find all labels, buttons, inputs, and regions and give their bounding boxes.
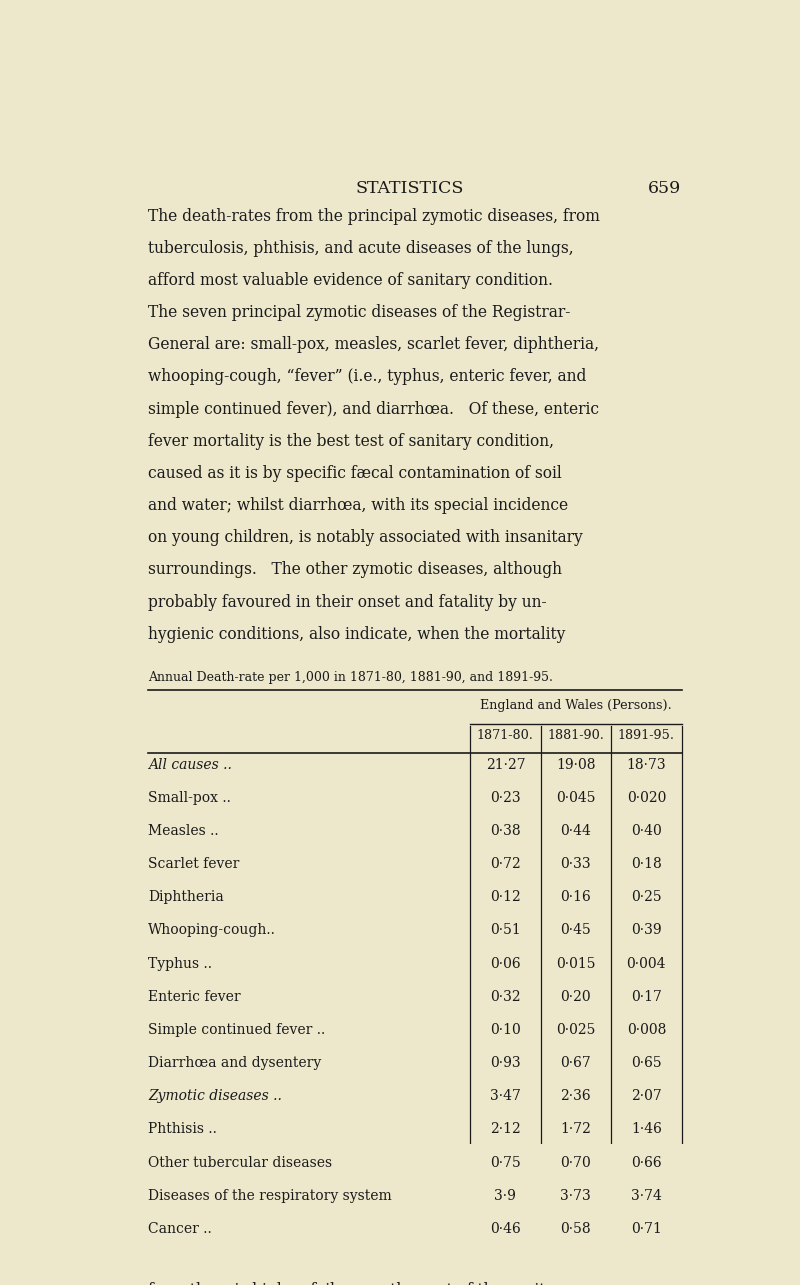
Text: 0·40: 0·40 [631,824,662,838]
Text: Enteric fever: Enteric fever [148,989,241,1004]
Text: 21·27: 21·27 [486,758,525,772]
Text: 0·020: 0·020 [626,790,666,804]
Text: Diseases of the respiratory system: Diseases of the respiratory system [148,1189,392,1203]
Text: Whooping-cough..: Whooping-cough.. [148,924,276,938]
Text: 0·015: 0·015 [556,956,595,970]
Text: 1·46: 1·46 [631,1122,662,1136]
Text: caused as it is by specific fæcal contamination of soil: caused as it is by specific fæcal contam… [148,465,562,482]
Text: The death-rates from the principal zymotic diseases, from: The death-rates from the principal zymot… [148,208,600,225]
Text: STATISTICS: STATISTICS [356,180,464,197]
Text: 0·72: 0·72 [490,857,521,871]
Text: 0·10: 0·10 [490,1023,521,1037]
Text: Scarlet fever: Scarlet fever [148,857,240,871]
Text: 0·45: 0·45 [561,924,591,938]
Text: 0·71: 0·71 [631,1222,662,1236]
Text: 0·06: 0·06 [490,956,521,970]
Text: 0·70: 0·70 [561,1155,591,1169]
Text: 0·025: 0·025 [556,1023,595,1037]
Text: 0·33: 0·33 [561,857,591,871]
Text: surroundings.   The other zymotic diseases, although: surroundings. The other zymotic diseases… [148,562,562,578]
Text: 0·44: 0·44 [561,824,591,838]
Text: England and Wales (Persons).: England and Wales (Persons). [480,699,672,712]
Text: 0·20: 0·20 [561,989,591,1004]
Text: Simple continued fever ..: Simple continued fever .. [148,1023,326,1037]
Text: Typhus ..: Typhus .. [148,956,212,970]
Text: 0·75: 0·75 [490,1155,521,1169]
Text: 1881-90.: 1881-90. [547,729,604,741]
Text: simple continued fever), and diarrhœa.   Of these, enteric: simple continued fever), and diarrhœa. O… [148,401,599,418]
Text: 2·07: 2·07 [631,1090,662,1104]
Text: 0·67: 0·67 [561,1056,591,1070]
Text: 0·18: 0·18 [631,857,662,871]
Text: 3·47: 3·47 [490,1090,521,1104]
Text: 1871-80.: 1871-80. [477,729,534,741]
Text: fever mortality is the best test of sanitary condition,: fever mortality is the best test of sani… [148,433,554,450]
Text: 0·004: 0·004 [626,956,666,970]
Text: tuberculosis, phthisis, and acute diseases of the lungs,: tuberculosis, phthisis, and acute diseas… [148,240,574,257]
Text: Other tubercular diseases: Other tubercular diseases [148,1155,333,1169]
Text: on young children, is notably associated with insanitary: on young children, is notably associated… [148,529,583,546]
Text: All causes ..: All causes .. [148,758,232,772]
Text: The seven principal zymotic diseases of the Registrar-: The seven principal zymotic diseases of … [148,305,570,321]
Text: Annual Death-rate per 1,000 in 1871-80, 1881-90, and 1891-95.: Annual Death-rate per 1,000 in 1871-80, … [148,671,554,684]
Text: 3·74: 3·74 [631,1189,662,1203]
Text: 0·66: 0·66 [631,1155,662,1169]
Text: 0·32: 0·32 [490,989,521,1004]
Text: 0·38: 0·38 [490,824,521,838]
Text: 18·73: 18·73 [626,758,666,772]
Text: 0·39: 0·39 [631,924,662,938]
Text: 2·36: 2·36 [561,1090,591,1104]
Text: 0·25: 0·25 [631,891,662,905]
Text: 1891-95.: 1891-95. [618,729,675,741]
Text: Measles ..: Measles .. [148,824,219,838]
Text: 0·23: 0·23 [490,790,521,804]
Text: 3·9: 3·9 [494,1189,516,1203]
Text: 0·65: 0·65 [631,1056,662,1070]
Text: 0·12: 0·12 [490,891,521,905]
Text: 0·46: 0·46 [490,1222,521,1236]
Text: 0·51: 0·51 [490,924,521,938]
Text: Small-pox ..: Small-pox .. [148,790,231,804]
Text: whooping-cough, “fever” (i.e., typhus, enteric fever, and: whooping-cough, “fever” (i.e., typhus, e… [148,369,586,386]
Text: Phthisis ..: Phthisis .. [148,1122,218,1136]
Text: 0·93: 0·93 [490,1056,521,1070]
Text: 19·08: 19·08 [556,758,595,772]
Text: 0·58: 0·58 [561,1222,591,1236]
Text: Diphtheria: Diphtheria [148,891,224,905]
Text: 3·73: 3·73 [561,1189,591,1203]
Text: from them is high, a failure on the part of the sanitary: from them is high, a failure on the part… [148,1281,571,1285]
Text: General are: small-pox, measles, scarlet fever, diphtheria,: General are: small-pox, measles, scarlet… [148,337,599,353]
Text: 659: 659 [648,180,682,197]
Text: Cancer ..: Cancer .. [148,1222,212,1236]
Text: 0·16: 0·16 [561,891,591,905]
Text: 1·72: 1·72 [561,1122,591,1136]
Text: 0·045: 0·045 [556,790,595,804]
Text: probably favoured in their onset and fatality by un-: probably favoured in their onset and fat… [148,594,547,610]
Text: hygienic conditions, also indicate, when the mortality: hygienic conditions, also indicate, when… [148,626,566,642]
Text: Diarrhœa and dysentery: Diarrhœa and dysentery [148,1056,322,1070]
Text: and water; whilst diarrhœa, with its special incidence: and water; whilst diarrhœa, with its spe… [148,497,569,514]
Text: 0·17: 0·17 [631,989,662,1004]
Text: afford most valuable evidence of sanitary condition.: afford most valuable evidence of sanitar… [148,272,554,289]
Text: 2·12: 2·12 [490,1122,521,1136]
Text: 0·008: 0·008 [626,1023,666,1037]
Text: Zymotic diseases ..: Zymotic diseases .. [148,1090,282,1104]
